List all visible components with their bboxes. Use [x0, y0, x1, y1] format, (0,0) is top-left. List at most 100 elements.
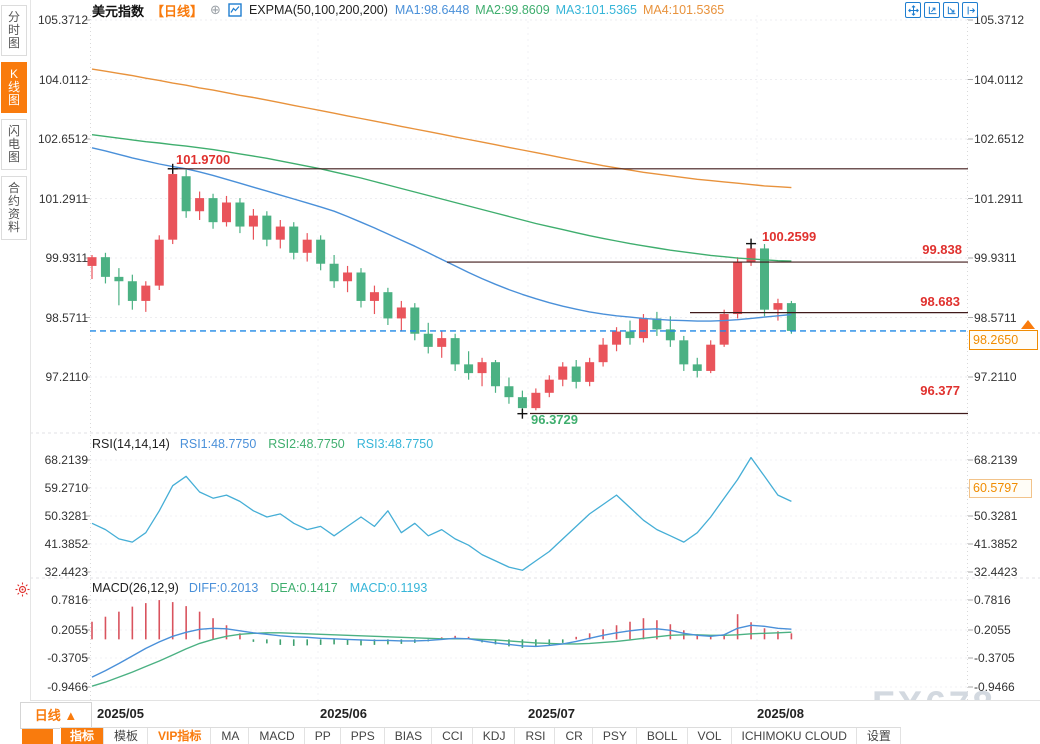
toolbar-item-vip指标[interactable]: VIP指标 [148, 728, 212, 744]
toolbar-item-cr[interactable]: CR [555, 728, 593, 744]
period-selector-button[interactable]: 日线 ▲ [20, 702, 92, 729]
y-axis-label: 0.2055 [974, 623, 1011, 637]
recent-high-annotation: 100.2599 [762, 229, 817, 244]
low-annotation: 96.3729 [531, 412, 578, 427]
ma-value-label: MA4:101.5365 [642, 3, 725, 17]
y-axis-label: 41.3852 [44, 537, 88, 551]
y-axis-scale-icon[interactable] [924, 2, 940, 18]
symbol-title: 美元指数 [92, 3, 145, 19]
ma-value-label: MA3:101.5365 [555, 3, 637, 17]
toolbar-item-cci[interactable]: CCI [432, 728, 473, 744]
crosshair-icon[interactable] [905, 2, 921, 18]
candlestick-series [87, 168, 796, 414]
rsi-value-label: RSI2:48.7750 [268, 437, 345, 451]
indicator-name: EXPMA(50,100,200,200) [248, 3, 388, 17]
pan-right-icon[interactable] [962, 2, 978, 18]
ma-value-label: MA2:99.8609 [475, 3, 550, 17]
toolbar-item-pps[interactable]: PPS [340, 728, 385, 744]
toolbar-item-设置[interactable]: 设置 [856, 728, 901, 744]
toolbar-item-psy[interactable]: PSY [592, 728, 637, 744]
macd-title: MACD(26,12,9) [92, 581, 179, 595]
y-axis-label: 41.3852 [974, 537, 1018, 551]
y-axis-label: 102.6512 [37, 132, 88, 146]
rsi-value-label: RSI1:48.7750 [179, 437, 257, 451]
month-label: 2025/08 [757, 706, 804, 721]
y-axis-label: 98.5711 [974, 310, 1017, 325]
y-axis-label: 32.4423 [974, 565, 1018, 579]
macd-legend: DIFF:0.2013 DEA:0.1417 MACD:0.1193 [189, 581, 440, 595]
sidebar-tab-3[interactable]: 闪电图 [1, 119, 27, 170]
month-label: 2025/07 [528, 706, 575, 721]
toolbar-item-模板[interactable]: 模板 [104, 728, 149, 744]
ma-value-label: MA1:98.6448 [394, 3, 470, 17]
toolbar-item-rsi[interactable]: RSI [515, 728, 556, 744]
resistance-level-2: 98.683 [920, 294, 960, 309]
toolbar-item-vol[interactable]: VOL [687, 728, 732, 744]
macd-value-label: DIFF:0.2013 [188, 581, 259, 595]
chart-tool-buttons [905, 2, 978, 18]
add-indicator-icon[interactable]: ⊕ [210, 2, 221, 17]
chart-style-icon[interactable] [228, 3, 242, 17]
ma-legend: MA1:98.6448 MA2:99.8609 MA3:101.5365 MA4:10… [395, 3, 730, 17]
indicator-settings-icon[interactable] [15, 582, 30, 602]
toolbar-item-指标[interactable]: 指标 [60, 728, 105, 744]
y-axis-label: 0.2055 [51, 623, 88, 637]
ema-lines [91, 68, 792, 322]
y-axis-label: 50.3281 [974, 509, 1018, 523]
toolbar-item-bias[interactable]: BIAS [384, 728, 433, 744]
sidebar-tab-4[interactable]: 合约资料 [1, 176, 27, 240]
high-annotation: 101.9700 [176, 152, 231, 167]
rsi-title: RSI(14,14,14) [92, 437, 170, 451]
month-label: 2025/05 [97, 706, 144, 721]
y-axis-label: 50.3281 [44, 509, 88, 523]
toolbar-item-kdj[interactable]: KDJ [472, 728, 516, 744]
rsi-series [91, 456, 792, 571]
chart-header: 美元指数 【日线】 ⊕ EXPMA(50,100,200,200) MA1:98.… [92, 2, 730, 19]
toolbar-item-ma[interactable]: MA [211, 728, 250, 744]
y-axis-label: 68.2139 [974, 453, 1018, 467]
x-axis-scale-icon[interactable] [943, 2, 959, 18]
y-axis-label: -0.3705 [974, 651, 1015, 665]
month-label: 2025/06 [320, 706, 367, 721]
y-axis-label: 105.3712 [974, 13, 1025, 27]
y-axis-label: 99.9311 [974, 251, 1017, 265]
current-price-label: 98.2650 [969, 330, 1038, 350]
macd-value-label: MACD:0.1193 [349, 581, 428, 595]
toolbar-item-macd[interactable]: MACD [249, 728, 305, 744]
y-axis-label: 59.2710 [44, 481, 88, 495]
y-axis-label: 97.2110 [974, 370, 1017, 384]
toolbar-item-pp[interactable]: PP [304, 728, 341, 744]
toolbar-left-accent [22, 729, 53, 744]
y-axis-label: 104.0112 [974, 72, 1024, 87]
macd-value-label: DEA:0.1417 [270, 581, 338, 595]
time-axis: 日线 ▲ 2025/05 2025/06 2025/07 2025/08 [20, 700, 1040, 729]
y-axis-label: 32.4423 [44, 565, 88, 579]
macd-series [91, 600, 793, 687]
rsi-header: RSI(14,14,14) RSI1:48.7750 RSI2:48.7750 RS… [92, 437, 445, 451]
toolbar-item-ichimoku-cloud[interactable]: ICHIMOKU CLOUD [731, 728, 857, 744]
rsi-value-label: RSI3:48.7750 [356, 437, 434, 451]
y-axis-label: 101.2911 [974, 191, 1024, 206]
y-axis-label: 105.3712 [37, 13, 88, 27]
price-up-arrow-icon [1021, 320, 1035, 329]
grid-lines [30, 15, 1040, 700]
y-axis-label: 98.5711 [45, 310, 89, 325]
macd-header: MACD(26,12,9) DIFF:0.2013 DEA:0.1417 MACD:… [92, 581, 439, 595]
y-axis-label: 97.2110 [45, 370, 89, 384]
y-axis-label: 0.7816 [51, 593, 88, 607]
y-axis-label: 0.7816 [974, 593, 1011, 607]
y-axis-label: 102.6512 [974, 132, 1025, 146]
rsi-current-value: 60.5797 [969, 479, 1032, 498]
resistance-level-1: 99.838 [922, 242, 962, 257]
indicator-toolbar: 指标 模板 VIP指标 MA MACD PP PPS BIAS CCI KDJ RSI CR PSY BO… [60, 727, 901, 744]
toolbar-item-boll[interactable]: BOLL [636, 728, 688, 744]
y-axis-label: 104.0112 [38, 72, 88, 87]
y-axis-label: 101.2911 [38, 191, 88, 206]
sidebar-tab-1[interactable]: 分时图 [1, 5, 27, 56]
y-axis-label: -0.9466 [47, 680, 88, 694]
support-level-1: 96.377 [920, 383, 960, 398]
